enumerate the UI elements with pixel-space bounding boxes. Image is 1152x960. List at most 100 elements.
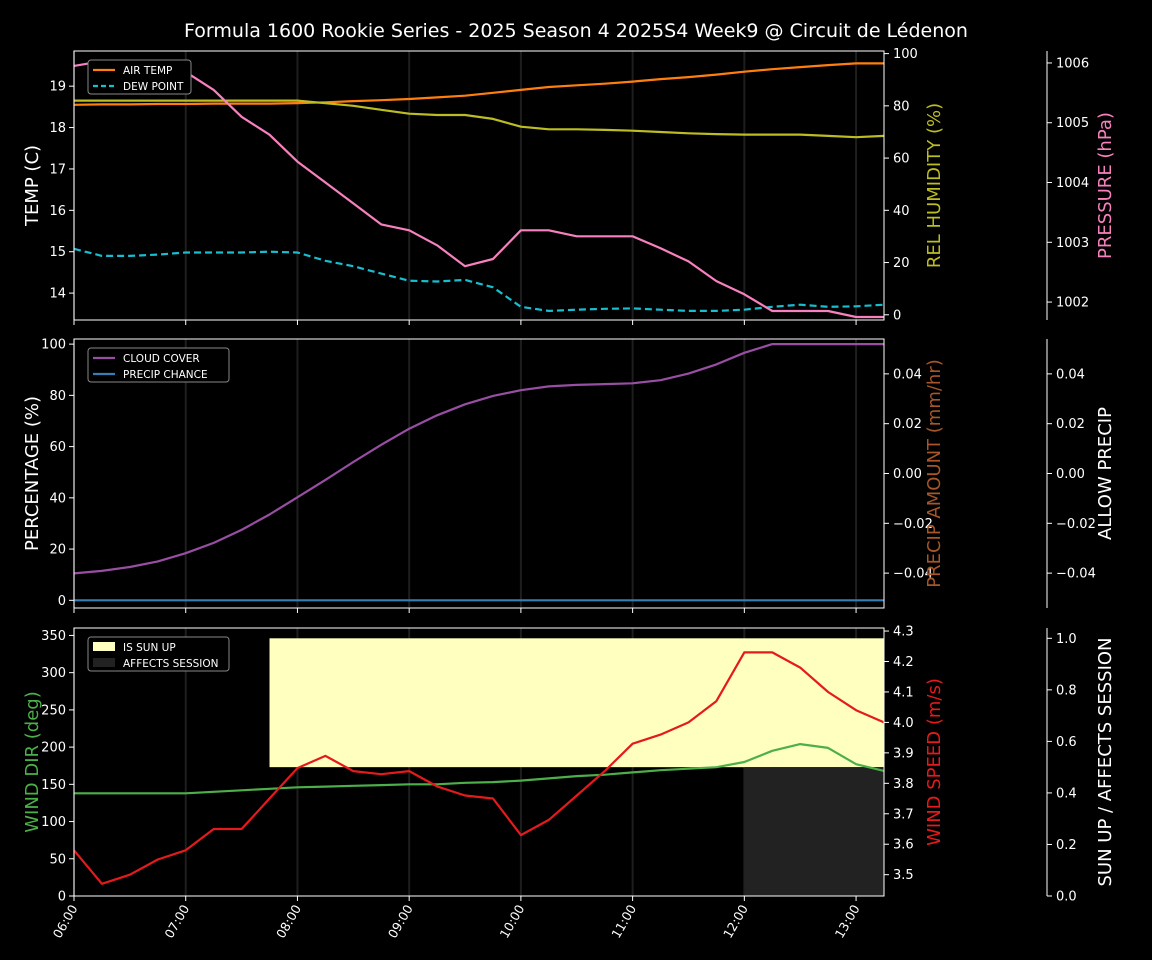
y-tick-label: 80 [49,389,66,404]
y-tick-label: 40 [893,204,910,219]
y-tick-label: 60 [49,440,66,455]
y-tick-label: 3.8 [893,777,914,792]
y-tick-label: 100 [41,338,66,353]
wind-panel: 0 50 100 150 200 250 300 350 3.5 3.6 3.7 3.8 3.9 4.0 4… [22,625,1116,905]
plot-frame [73,50,885,321]
axis-label: PRECIP AMOUNT (mm/hr) [924,359,945,588]
legend-swatch [93,642,115,651]
plot-frame [73,627,885,897]
legend-label: AFFECTS SESSION [123,658,219,670]
y-tick-label: 18 [49,121,66,136]
legend: IS SUN UP AFFECTS SESSION [87,636,230,672]
y-tick-label: 200 [41,741,66,756]
series-line-2-0 [74,742,885,795]
y-tick-label: 15 [49,245,66,260]
y-tick-label: 19 [49,80,66,95]
axis-label: PRESSURE (hPa) [1095,112,1116,259]
axis-label: SUN UP / AFFECTS SESSION [1095,637,1116,886]
y-tick-label: 16 [49,204,66,219]
y-tick-label: 0.6 [1056,735,1077,750]
legend: CLOUD COVER PRECIP CHANCE [87,347,230,383]
series-line-2-1 [73,651,885,885]
y-tick-label: −0.04 [893,567,933,582]
legend-label: AIR TEMP [123,65,172,77]
y-tick-label: 50 [49,852,66,867]
y-tick-label: 0.2 [1056,838,1077,853]
y-tick-label: 1006 [1056,56,1089,71]
y-tick-label: 0.04 [1056,367,1085,382]
legend-label: CLOUD COVER [123,353,200,365]
legend: AIR TEMP DEW POINT [87,59,192,95]
x-tick-label: 10:00 [496,902,527,941]
y-tick-label: 4.0 [893,716,914,731]
y-tick-label: 0.00 [893,467,922,482]
legend-label: IS SUN UP [123,642,176,654]
axis-label: TEMP (C) [22,145,43,227]
y-tick-label: 20 [893,256,910,271]
x-tick-label: 09:00 [385,902,416,941]
y-tick-label: 40 [49,491,66,506]
y-tick-label: −0.02 [1056,517,1096,532]
y-tick-label: 350 [41,629,66,644]
y-tick-label: 20 [49,543,66,558]
x-tick-label: 13:00 [832,902,863,941]
series-line-0-0 [73,62,884,106]
y-tick-label: 300 [41,666,66,681]
y-tick-label: 1.0 [1056,632,1077,647]
y-tick-label: 1002 [1056,296,1089,311]
axis-label: WIND SPEED (m/s) [924,678,945,846]
legend-swatch [93,658,115,667]
y-tick-label: 100 [893,47,918,62]
y-tick-label: 17 [49,162,66,177]
series-line-1-0 [73,343,884,575]
y-tick-label: 0.02 [893,417,922,432]
x-tick-label: 11:00 [608,902,639,941]
x-tick-label: 07:00 [161,902,192,941]
band-sun-up [269,638,885,768]
y-tick-label: 0.8 [1056,683,1077,698]
axis-label: REL HUMIDITY (%) [924,103,945,268]
y-tick-label: 1005 [1056,116,1089,131]
y-tick-label: 150 [41,778,66,793]
series-line-0-3 [73,60,884,319]
legend-box [87,636,230,672]
x-tick-label: 12:00 [720,902,751,941]
series-line-0-1 [73,247,885,312]
x-tick-label: 06:00 [50,902,81,941]
y-tick-label: 4.1 [893,685,914,700]
y-tick-label: 100 [41,815,66,830]
y-tick-label: 0.4 [1056,786,1077,801]
band-affects-session [744,767,884,896]
legend-label: DEW POINT [123,81,184,93]
y-tick-label: −0.04 [1056,567,1096,582]
y-tick-label: 0 [58,890,66,905]
y-tick-label: 0.0 [1056,890,1077,905]
y-tick-label: 4.2 [893,655,914,670]
y-tick-label: 1003 [1056,236,1089,251]
axis-label: PERCENTAGE (%) [22,396,43,551]
y-tick-label: 1004 [1056,176,1089,191]
y-tick-label: −0.02 [893,517,933,532]
y-tick-label: 0.02 [1056,417,1085,432]
y-tick-label: 60 [893,152,910,167]
y-tick-label: 0.00 [1056,467,1085,482]
y-tick-label: 3.5 [893,868,914,883]
y-tick-label: 14 [49,287,66,302]
series-line-0-2 [74,99,885,139]
y-tick-label: 3.6 [893,838,914,853]
axis-label: ALLOW PRECIP [1095,407,1116,540]
cloud-panel: 0 20 40 60 80 100 −0.04 −0.02 0.00 0.02 0.04 −0.04 −… [22,338,1116,613]
axis-label: WIND DIR (deg) [22,691,43,833]
y-tick-label: 0 [893,308,901,323]
legend-label: PRECIP CHANCE [123,369,208,381]
y-tick-label: 80 [893,99,910,114]
y-tick-label: 0 [58,594,66,609]
y-tick-label: 4.3 [893,625,914,640]
y-tick-label: 3.9 [893,746,914,761]
x-tick-label: 08:00 [273,902,304,941]
y-tick-label: 250 [41,703,66,718]
chart-title: Formula 1600 Rookie Series - 2025 Season… [184,20,968,42]
temp-panel: 14 15 16 17 18 19 0 20 40 60 80 100 1002 1003 1004 1005… [22,47,1116,325]
y-tick-label: 3.7 [893,807,914,822]
